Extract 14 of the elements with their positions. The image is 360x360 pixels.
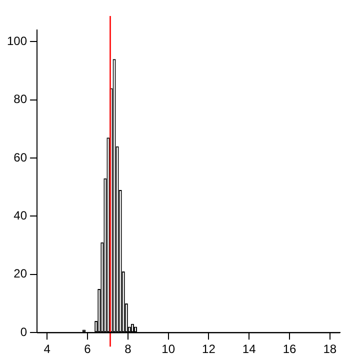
x-tick-label: 8 [124,342,132,356]
x-tick-label: 10 [162,342,176,356]
y-tick-label: 40 [14,208,28,223]
x-tick-label: 4 [44,342,51,356]
y-tick-label: 0 [20,324,28,339]
y-tick-label: 20 [14,266,28,281]
y-tick-label: 100 [6,34,28,48]
x-tick-label: 18 [323,342,337,356]
y-tick-label: 80 [14,92,28,106]
y-tick-label: 60 [14,150,28,164]
x-tick-label: 14 [242,342,256,356]
x-tick-label: 6 [84,342,92,356]
x-tick-label: 12 [202,342,216,356]
x-tick-label: 16 [282,342,296,356]
